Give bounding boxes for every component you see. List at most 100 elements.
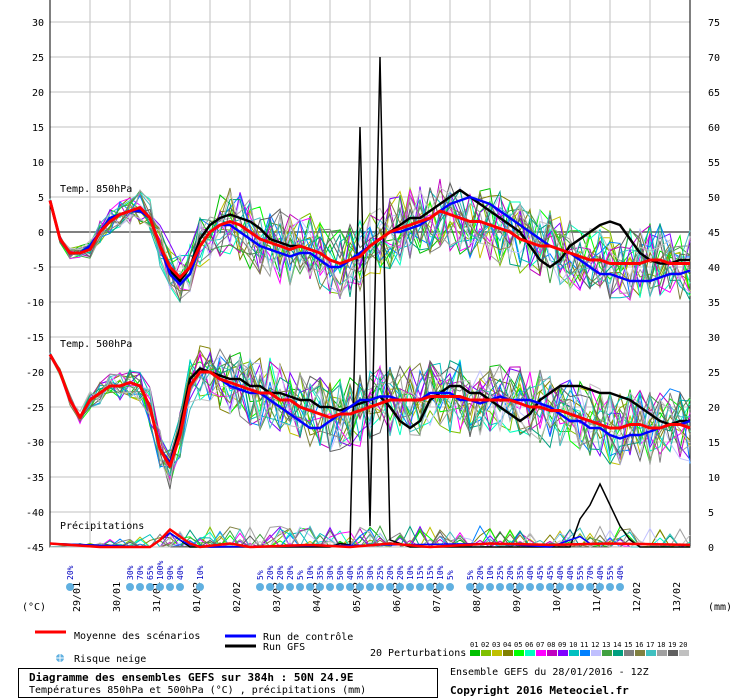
left-tick-label: 10	[32, 158, 44, 169]
snow-risk-label: 55%	[576, 565, 585, 580]
snow-risk-label: 30%	[366, 565, 375, 580]
snow-risk-label: 10%	[436, 565, 445, 580]
perturbation-id-label: 09	[558, 641, 566, 649]
snow-risk-marker: 10%	[436, 565, 445, 591]
snow-risk-row: 20% 30% 70% 65% 100% 90% 40% 10% 5% 20% 20% 20% 5% 10…	[66, 561, 625, 591]
perturbation-color-swatch	[646, 650, 656, 656]
snow-risk-marker: 40%	[176, 565, 185, 591]
snow-risk-marker: 55%	[606, 565, 615, 591]
snowflake-icon	[576, 583, 584, 591]
perturbation-color-swatch	[657, 650, 667, 656]
snow-risk-marker: 40%	[616, 565, 625, 591]
snowflake-icon	[136, 583, 144, 591]
snow-risk-marker: 20%	[396, 565, 405, 591]
snow-risk-label: 25%	[496, 565, 505, 580]
left-tick-label: -35	[26, 473, 44, 484]
snow-risk-marker: 10%	[196, 565, 205, 591]
x-date-label: 10/02	[552, 582, 563, 612]
snow-risk-marker: 10%	[406, 565, 415, 591]
snowflake-icon	[366, 583, 374, 591]
perturbation-color-swatch	[668, 650, 678, 656]
snowflake-icon	[356, 583, 364, 591]
snowflake-icon	[606, 583, 614, 591]
perturbation-id-label: 05	[514, 641, 522, 649]
left-tick-label: -30	[26, 438, 44, 449]
snowflake-icon	[316, 583, 324, 591]
x-date-label: 09/02	[512, 582, 523, 612]
footer-box: Diagramme des ensembles GEFS sur 384h : …	[18, 668, 438, 698]
series-line-t850	[48, 200, 690, 279]
snow-risk-label: 40%	[596, 565, 605, 580]
snowflake-icon	[616, 583, 624, 591]
perturbation-color-legend: 01 02 03 04 05 06 07 08 09 10 11 12 13 14 15 16 17 18 19 20	[470, 641, 689, 656]
snow-risk-label: 20%	[276, 565, 285, 580]
perturbation-id-label: 06	[525, 641, 533, 649]
snowflake-icon	[346, 583, 354, 591]
snow-risk-marker: 15%	[426, 565, 435, 591]
left-tick-label: 25	[32, 53, 44, 64]
right-tick-label: 20	[708, 403, 720, 414]
snow-risk-label: 40%	[176, 565, 185, 580]
snow-risk-marker: 50%	[336, 565, 345, 591]
left-tick-label: 20	[32, 88, 44, 99]
perturbation-color-swatch	[558, 650, 568, 656]
snowflake-icon	[526, 583, 534, 591]
snow-risk-label: 10%	[306, 565, 315, 580]
snowflake-icon	[416, 583, 424, 591]
snowflake-icon	[436, 583, 444, 591]
legend-gfs-label: Run GFS	[263, 642, 305, 653]
snow-risk-marker: 30%	[326, 565, 335, 591]
snow-risk-label: 55%	[606, 565, 615, 580]
snowflake-icon	[126, 583, 134, 591]
right-axis-unit: (mm)	[708, 602, 732, 613]
snow-risk-marker: 35%	[516, 565, 525, 591]
footer-subtitle: Températures 850hPa et 500hPa (°C) , pré…	[29, 685, 367, 696]
snow-risk-label: 30%	[326, 565, 335, 580]
snow-risk-marker: 20%	[286, 565, 295, 591]
perturbation-id-label: 11	[580, 641, 588, 649]
series-line-t500	[48, 353, 691, 468]
snowflake-icon	[326, 583, 334, 591]
snow-risk-marker: 35%	[316, 565, 325, 591]
perturbation-color-swatch	[580, 650, 590, 656]
legend: Moyenne des scénarios Run de contrôle Ru…	[35, 630, 689, 665]
snow-risk-marker: 45%	[546, 565, 555, 591]
perturbation-color-swatch	[525, 650, 535, 656]
perturbation-line-850	[49, 186, 691, 295]
snow-risk-label: 20%	[266, 565, 275, 580]
snow-risk-label: 90%	[166, 565, 175, 580]
snow-risk-marker: 10%	[486, 565, 495, 591]
snow-risk-label: 40%	[346, 565, 355, 580]
snow-risk-label: 10%	[406, 565, 415, 580]
x-date-label: 29/01	[72, 582, 83, 612]
right-tick-label: 5	[708, 508, 714, 519]
snow-risk-marker: 55%	[576, 565, 585, 591]
snow-risk-label: 70%	[586, 565, 595, 580]
right-tick-label: 35	[708, 298, 720, 309]
snowflake-icon	[466, 583, 474, 591]
snow-risk-label: 40%	[616, 565, 625, 580]
right-tick-label: 40	[708, 263, 720, 274]
snowflake-icon	[406, 583, 414, 591]
label-temp-500: Temp. 500hPa	[60, 339, 132, 350]
snowflake-icon	[546, 583, 554, 591]
series-line-precip	[49, 527, 691, 549]
perturbation-id-label: 14	[613, 641, 621, 649]
snow-risk-label: 20%	[286, 565, 295, 580]
legend-control-label: Run de contrôle	[263, 631, 353, 643]
right-tick-label: 30	[708, 333, 720, 344]
perturbation-color-swatch	[547, 650, 557, 656]
snow-risk-label: 20%	[476, 565, 485, 580]
x-date-label: 08/02	[472, 582, 483, 612]
snowflake-icon	[596, 583, 604, 591]
snow-risk-marker: 20%	[476, 565, 485, 591]
snowflake-icon	[56, 654, 64, 662]
snow-risk-marker: 5%	[296, 570, 305, 591]
legend-perturbations-label: 20 Perturbations	[370, 648, 466, 659]
snowflake-icon	[586, 583, 594, 591]
snow-risk-label: 50%	[336, 565, 345, 580]
snow-risk-label: 25%	[376, 565, 385, 580]
left-tick-label: -15	[26, 333, 44, 344]
perturbation-color-swatch	[569, 650, 579, 656]
